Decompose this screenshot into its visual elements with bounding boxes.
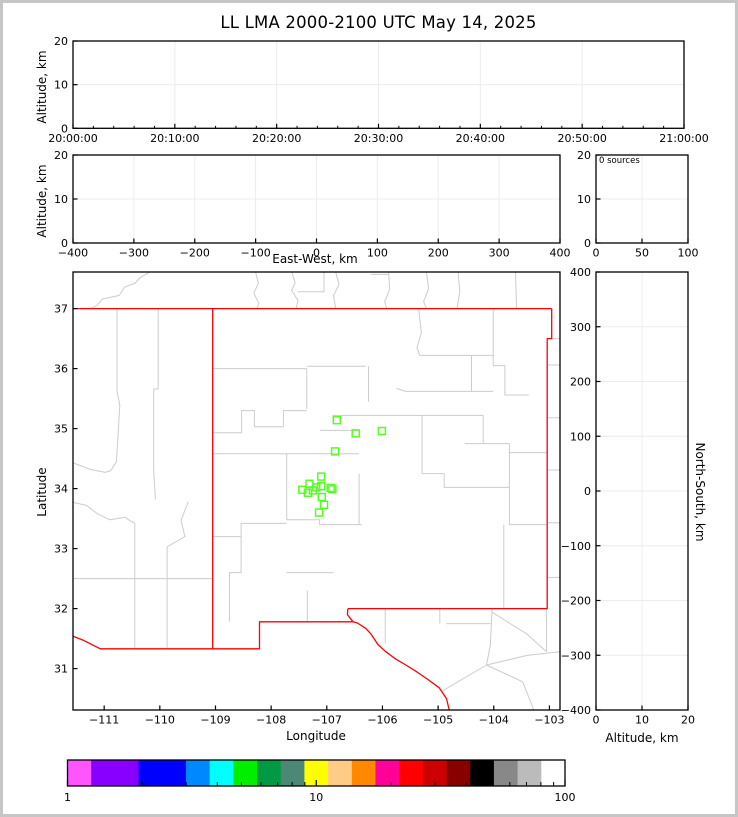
svg-text:−400: −400 [561, 704, 591, 717]
xlabel-east-west: East-West, km [272, 252, 358, 266]
svg-text:20:20:00: 20:20:00 [252, 132, 301, 145]
svg-text:20:10:00: 20:10:00 [150, 132, 199, 145]
plot-title: LL LMA 2000-2100 UTC May 14, 2025 [220, 13, 537, 32]
svg-text:0: 0 [313, 247, 320, 260]
state-border-lines [73, 307, 553, 710]
svg-text:20: 20 [54, 149, 68, 162]
svg-text:10: 10 [54, 79, 68, 92]
svg-text:21:00:00: 21:00:00 [659, 132, 708, 145]
svg-text:0: 0 [593, 247, 600, 260]
svg-text:−200: −200 [180, 247, 210, 260]
lightning-source-markers [298, 415, 387, 517]
svg-text:300: 300 [570, 321, 591, 334]
svg-text:−107: −107 [312, 714, 342, 727]
histogram-count-annotation: 0 sources [599, 156, 640, 166]
svg-text:−300: −300 [561, 649, 591, 662]
svg-text:20: 20 [681, 714, 695, 727]
svg-text:0: 0 [61, 122, 68, 135]
svg-text:10: 10 [635, 714, 649, 727]
svg-text:−300: −300 [119, 247, 149, 260]
svg-text:−100: −100 [561, 540, 591, 553]
svg-text:50: 50 [635, 247, 649, 260]
ylabel-north-south: North-South, km [693, 442, 707, 542]
svg-text:35: 35 [54, 423, 68, 436]
svg-text:20:40:00: 20:40:00 [456, 132, 505, 145]
svg-text:200: 200 [428, 247, 449, 260]
ylabel-altitude-ew-panel: Altitude, km [35, 164, 49, 238]
svg-text:36: 36 [54, 363, 68, 376]
ylabel-latitude: Latitude [35, 467, 49, 517]
svg-text:20:00:00: 20:00:00 [48, 132, 97, 145]
svg-text:200: 200 [570, 376, 591, 389]
svg-text:−104: −104 [479, 714, 509, 727]
svg-text:−106: −106 [367, 714, 397, 727]
svg-text:10: 10 [309, 791, 323, 804]
panel-plan-view-map: −111 −110 −109 −108 −107 −106 −105 −104 −103 31 32… [54, 271, 565, 727]
svg-text:0: 0 [593, 714, 600, 727]
svg-text:20:30:00: 20:30:00 [354, 132, 403, 145]
svg-text:10: 10 [577, 193, 591, 206]
svg-text:1: 1 [64, 791, 71, 804]
panel-ns-height: 0 10 20 400 300 200 100 0 −100 −200 −300 −400 [561, 266, 695, 727]
panel-alt-histogram: 0 50 100 0 10 20 [577, 149, 699, 260]
map-layers [73, 272, 560, 710]
svg-text:20: 20 [54, 35, 68, 48]
svg-text:−110: −110 [145, 714, 175, 727]
svg-text:−108: −108 [256, 714, 286, 727]
svg-text:20: 20 [577, 149, 591, 162]
svg-text:−103: −103 [534, 714, 564, 727]
svg-text:−105: −105 [423, 714, 453, 727]
svg-text:100: 100 [570, 430, 591, 443]
svg-text:10: 10 [54, 193, 68, 206]
svg-text:0: 0 [61, 237, 68, 250]
svg-text:37: 37 [54, 303, 68, 316]
svg-text:33: 33 [54, 543, 68, 556]
svg-text:−111: −111 [89, 714, 119, 727]
svg-text:−200: −200 [561, 595, 591, 608]
svg-text:300: 300 [489, 247, 510, 260]
colorbar: 1 10 100 [64, 759, 576, 804]
xlabel-altitude-ns-panel: Altitude, km [605, 731, 679, 745]
svg-text:−400: −400 [58, 247, 88, 260]
ylabel-altitude-time-panel: Altitude, km [35, 50, 49, 124]
svg-text:400: 400 [550, 247, 571, 260]
svg-text:400: 400 [570, 266, 591, 279]
plot-canvas: 20:00:00 20:10:00 20:20:00 20:30:00 20:40:00… [48, 35, 708, 804]
svg-text:−109: −109 [200, 714, 230, 727]
svg-text:0: 0 [584, 485, 591, 498]
svg-text:100: 100 [678, 247, 699, 260]
svg-text:32: 32 [54, 603, 68, 616]
xlabel-longitude: Longitude [286, 729, 346, 743]
svg-text:−100: −100 [241, 247, 271, 260]
panel-time-height: 20:00:00 20:10:00 20:20:00 20:30:00 20:40:00… [48, 35, 708, 145]
svg-text:20:50:00: 20:50:00 [557, 132, 606, 145]
svg-text:100: 100 [367, 247, 388, 260]
svg-text:34: 34 [54, 483, 68, 496]
svg-text:31: 31 [54, 663, 68, 676]
svg-text:100: 100 [555, 791, 576, 804]
svg-text:0: 0 [584, 237, 591, 250]
panel-ew-height: −400 −300 −200 −100 0 100 200 300 400 0 10 20 [54, 149, 571, 260]
